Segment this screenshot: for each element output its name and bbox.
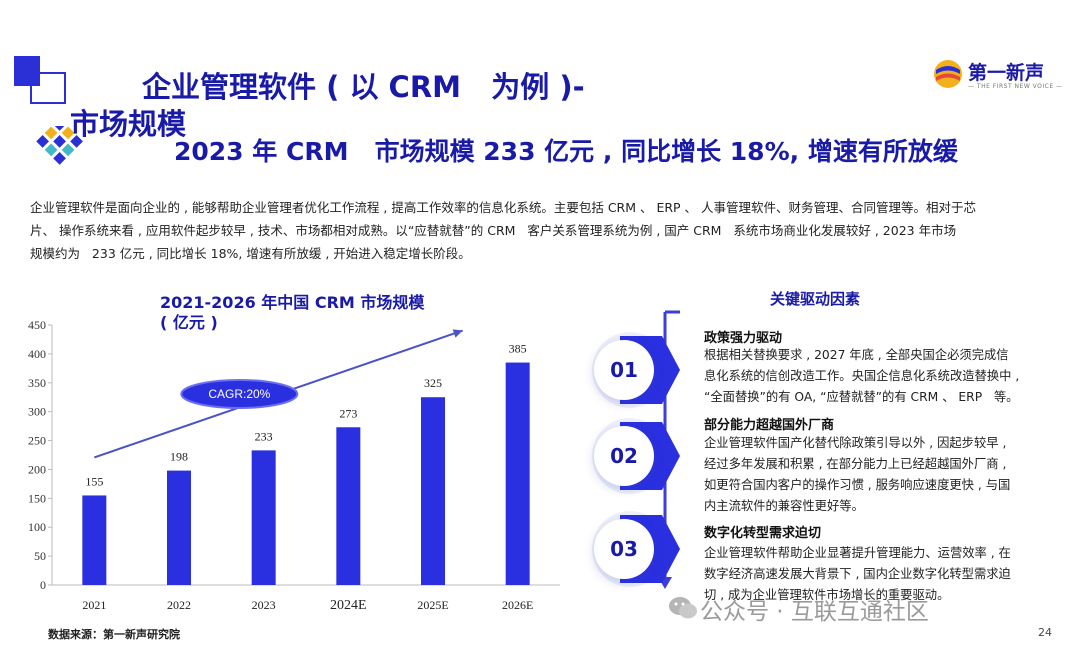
headline: 2023 年 CRM 市场规模 233 亿元 , 同比增长 18%, 增速有所放… xyxy=(174,137,958,166)
bar xyxy=(421,397,445,585)
watermark: 公众号 · 互联互通社区 xyxy=(700,599,929,625)
bar xyxy=(167,470,191,585)
x-tick-label: 2024E xyxy=(330,598,367,613)
driver-3-body: 企业管理软件帮助企业显著提升管理能力、运营效率 , 在 数字经济高速发展大背景下… xyxy=(704,546,1011,602)
cagr-label: CAGR:20% xyxy=(208,387,270,401)
wechat-icon xyxy=(669,597,697,619)
bar xyxy=(336,427,361,585)
x-tick-label: 2025E xyxy=(417,598,448,612)
y-tick-label: 100 xyxy=(28,520,46,534)
y-tick-label: 250 xyxy=(28,434,46,448)
bar xyxy=(82,495,107,585)
data-source: 数据来源：第一新声研究院 xyxy=(48,628,180,641)
driver-1-number: 01 xyxy=(594,340,654,400)
x-tick-label: 2021 xyxy=(82,598,106,612)
y-tick-label: 200 xyxy=(28,462,46,476)
cagr-ellipse xyxy=(180,379,299,409)
drivers-title: 关键驱动因素 xyxy=(770,290,861,308)
brand-logo-icon xyxy=(934,60,962,88)
logo-square-outline xyxy=(30,72,66,104)
x-tick-label: 2023 xyxy=(252,598,276,612)
driver-2-number: 02 xyxy=(594,426,654,486)
page-title-line1: 企业管理软件 ( 以 CRM 为例 )- xyxy=(142,70,585,104)
bar-chart: 0 50 100 150 200 250 300 350 400 450 155 2021 198 202… xyxy=(28,318,560,613)
chart-title-line1: 2021-2026 年中国 CRM 市场规模 xyxy=(160,293,425,312)
driver-3-heading: 数字化转型需求迫切 xyxy=(704,526,822,541)
driver-2-heading: 部分能力超越国外厂商 xyxy=(704,418,835,433)
bar xyxy=(505,362,530,585)
bar-value-label: 233 xyxy=(255,429,273,443)
trend-arrowhead-icon xyxy=(452,329,463,338)
brand-name: 第一新声 xyxy=(968,62,1045,84)
chart-title-line2: ( 亿元 ) xyxy=(160,313,218,332)
driver-3-number: 03 xyxy=(594,519,654,579)
page-number: 24 xyxy=(1038,626,1052,639)
y-tick-label: 150 xyxy=(28,491,46,505)
page-title-line2: 市场规模 xyxy=(70,107,187,141)
y-tick-label: 50 xyxy=(34,549,46,563)
x-tick-label: 2022 xyxy=(167,598,191,612)
logo-square-filled xyxy=(14,56,40,86)
bar-value-label: 325 xyxy=(424,376,442,390)
y-tick-label: 0 xyxy=(40,578,46,592)
brand-subtitle: — THE FIRST NEW VOICE — xyxy=(968,83,1063,90)
bar-value-label: 155 xyxy=(85,474,103,488)
bar xyxy=(251,450,276,585)
driver-1-body: 根据相关替换要求 , 2027 年底 , 全部央国企必须完成信 息化系统的信创改… xyxy=(704,348,1020,404)
diamond-pattern-icon xyxy=(36,126,83,165)
x-tick-label: 2026E xyxy=(502,598,533,612)
bar-value-label: 198 xyxy=(170,450,188,464)
y-tick-label: 450 xyxy=(28,318,46,332)
y-tick-label: 400 xyxy=(28,347,46,361)
y-tick-label: 300 xyxy=(28,405,46,419)
driver-1-heading: 政策强力驱动 xyxy=(704,331,783,346)
intro-paragraph: 企业管理软件是面向企业的 , 能够帮助企业管理者优化工作流程 , 提高工作效率的… xyxy=(30,200,977,261)
driver-2-body: 企业管理软件国产化替代除政策引导以外 , 因起步较早 , 经过多年发展和积累 ,… xyxy=(704,436,1011,513)
bar-value-label: 273 xyxy=(339,406,357,420)
bar-value-label: 385 xyxy=(509,342,527,356)
y-tick-label: 350 xyxy=(28,376,46,390)
